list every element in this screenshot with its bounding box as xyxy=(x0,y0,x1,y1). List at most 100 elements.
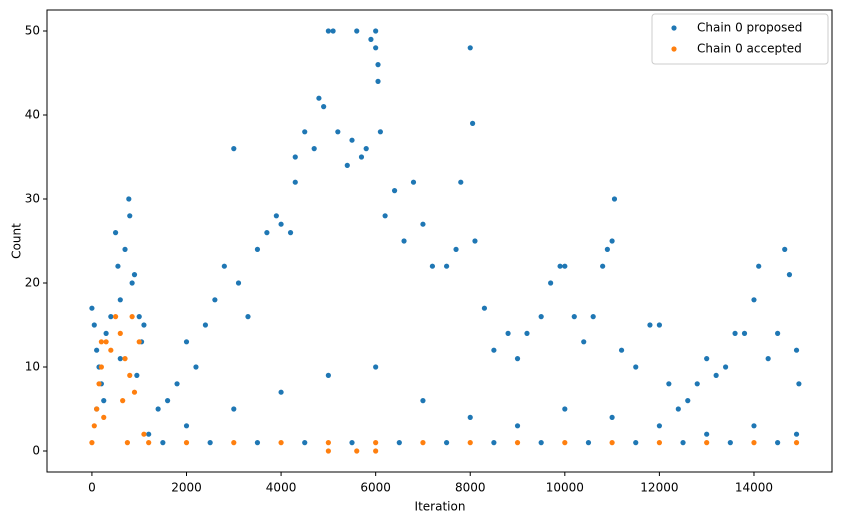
point xyxy=(164,398,171,404)
point xyxy=(453,246,459,252)
point xyxy=(373,28,379,34)
point xyxy=(704,440,710,446)
x-tick-label: 4000 xyxy=(266,481,297,495)
point xyxy=(604,246,610,252)
point xyxy=(524,330,530,336)
point xyxy=(136,339,142,345)
point xyxy=(122,246,128,252)
point xyxy=(377,129,383,135)
point xyxy=(117,297,123,303)
point xyxy=(420,398,426,404)
point xyxy=(751,423,757,429)
point xyxy=(775,330,781,336)
point xyxy=(581,339,587,345)
point xyxy=(129,314,135,320)
point xyxy=(316,95,322,101)
point xyxy=(793,347,800,353)
point xyxy=(751,440,757,446)
point xyxy=(562,440,568,446)
x-tick-label: 8000 xyxy=(455,481,486,495)
point xyxy=(611,196,618,202)
point xyxy=(101,414,107,420)
point xyxy=(443,263,450,269)
point xyxy=(344,162,350,168)
point xyxy=(89,305,95,311)
point xyxy=(103,339,109,345)
point xyxy=(155,406,161,412)
y-axis-label: Count xyxy=(10,223,24,259)
point xyxy=(656,423,662,429)
point xyxy=(675,406,681,412)
point xyxy=(115,263,121,269)
y-tick-label: 40 xyxy=(25,108,40,122)
point xyxy=(680,440,686,446)
point xyxy=(354,448,360,454)
point xyxy=(212,297,218,303)
point xyxy=(443,440,450,446)
point xyxy=(722,364,729,370)
point xyxy=(129,280,135,286)
point xyxy=(633,364,639,370)
point xyxy=(618,347,625,353)
point xyxy=(101,398,107,404)
point xyxy=(609,238,615,244)
point xyxy=(793,431,800,437)
point xyxy=(656,440,662,446)
y-tick-label: 50 xyxy=(25,24,40,38)
point xyxy=(571,314,577,320)
point xyxy=(609,440,615,446)
point xyxy=(349,137,355,143)
point xyxy=(245,314,251,320)
point xyxy=(98,339,104,345)
x-tick-label: 12000 xyxy=(640,481,678,495)
point xyxy=(330,28,336,34)
point xyxy=(363,146,369,152)
legend-label: Chain 0 proposed xyxy=(697,21,802,35)
x-tick-label: 2000 xyxy=(171,481,202,495)
point xyxy=(782,246,788,252)
point xyxy=(401,238,407,244)
point xyxy=(146,440,152,446)
point xyxy=(704,356,710,362)
point xyxy=(491,440,497,446)
point xyxy=(429,263,436,269)
x-axis-label: Iteration xyxy=(415,500,466,514)
marks xyxy=(89,28,802,454)
point xyxy=(562,406,568,412)
point xyxy=(756,263,762,269)
point xyxy=(470,120,476,126)
point xyxy=(207,440,213,446)
point xyxy=(786,272,793,278)
point xyxy=(112,230,119,236)
point xyxy=(278,389,284,395)
point xyxy=(254,246,261,252)
point xyxy=(235,280,242,286)
point xyxy=(732,330,738,336)
point xyxy=(467,414,473,420)
point xyxy=(590,314,596,320)
point xyxy=(514,423,521,429)
point xyxy=(136,314,142,320)
point xyxy=(122,356,128,362)
point xyxy=(94,406,100,412)
point xyxy=(548,280,554,286)
point xyxy=(264,230,270,236)
y-tick-label: 0 xyxy=(32,444,40,458)
point xyxy=(410,179,417,185)
point xyxy=(656,322,662,328)
point xyxy=(321,104,327,110)
point xyxy=(741,330,748,336)
point xyxy=(273,213,279,219)
legend-marker xyxy=(671,46,677,52)
point xyxy=(382,213,388,219)
point xyxy=(373,45,379,51)
point xyxy=(287,230,294,236)
point xyxy=(254,440,261,446)
point xyxy=(127,372,133,378)
point xyxy=(373,448,379,454)
point xyxy=(221,263,227,269)
point xyxy=(278,440,284,446)
point xyxy=(796,381,802,387)
point xyxy=(96,381,102,387)
